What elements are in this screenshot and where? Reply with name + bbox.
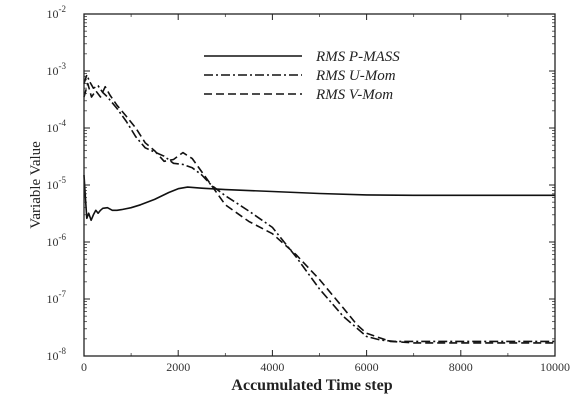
legend: RMS P-MASS RMS U-Mom RMS V-Mom [204, 49, 400, 103]
axes-layer: 0 2000 4000 6000 8000 10000 10-8 10-7 10-6 10-5 10… [47, 4, 571, 374]
series-line-3 [83, 82, 555, 344]
y-tick-label: 10-6 [47, 232, 67, 249]
y-tick-label: 10-7 [47, 289, 67, 306]
y-tick-label: 10-5 [47, 175, 67, 192]
legend-label-3: RMS V-Mom [315, 87, 393, 103]
y-tick-label: 10-3 [47, 61, 67, 78]
plot-frame [83, 13, 556, 357]
legend-label-2: RMS U-Mom [315, 68, 396, 84]
series-layer [83, 74, 555, 344]
x-tick-label: 10000 [540, 360, 570, 374]
x-tick-label: 6000 [355, 360, 379, 374]
y-tick-label: 10-4 [47, 118, 67, 135]
y-tick-label: 10-8 [47, 346, 67, 363]
x-tick-label: 2000 [166, 360, 190, 374]
x-tick-label: 0 [81, 360, 87, 374]
y-tick-label: 10-2 [47, 4, 67, 21]
x-tick-label: 4000 [260, 360, 284, 374]
series-line-1 [83, 174, 555, 222]
series-line-2 [83, 74, 555, 343]
y-axis-title: Variable Value [28, 141, 44, 229]
x-axis-title: Accumulated Time step [231, 377, 392, 394]
x-tick-label: 8000 [449, 360, 473, 374]
legend-label-1: RMS P-MASS [315, 49, 400, 65]
